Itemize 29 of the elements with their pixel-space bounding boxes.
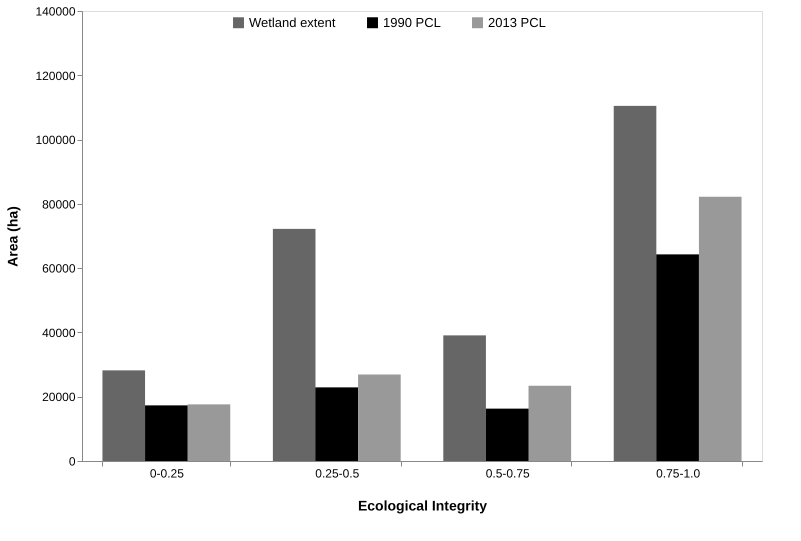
bar	[486, 408, 529, 461]
bar	[443, 335, 486, 461]
bar	[528, 386, 572, 461]
bar	[272, 228, 316, 461]
x-tick-label: 0.5-0.75	[486, 466, 530, 480]
y-tick-label: 140000	[35, 4, 76, 18]
y-tick-label: 100000	[35, 133, 76, 148]
legend-label: 2013 PCL	[488, 14, 546, 30]
bar	[614, 106, 656, 461]
x-axis-title: Ecological Integrity	[358, 498, 488, 514]
y-axis-title: Area (ha)	[4, 206, 20, 267]
bar	[656, 254, 699, 461]
y-tick-label: 40000	[42, 326, 76, 340]
x-tick-label: 0.25-0.5	[315, 466, 360, 480]
legend-label: Wetland extent	[249, 14, 336, 30]
bar	[358, 374, 401, 461]
y-tick-label: 0	[68, 454, 76, 468]
y-tick-label: 80000	[42, 197, 76, 212]
x-tick-label: 0-0.25	[150, 466, 184, 480]
bar	[315, 387, 358, 461]
bar	[188, 404, 230, 461]
legend-label: 1990 PCL	[383, 14, 441, 30]
bar	[145, 405, 188, 461]
y-tick-label: 60000	[42, 262, 76, 276]
y-tick-label: 20000	[42, 390, 76, 404]
y-tick-label: 120000	[35, 68, 76, 83]
x-tick-label: 0.75-1.0	[656, 466, 700, 480]
bar	[102, 370, 146, 461]
bar	[698, 196, 742, 461]
